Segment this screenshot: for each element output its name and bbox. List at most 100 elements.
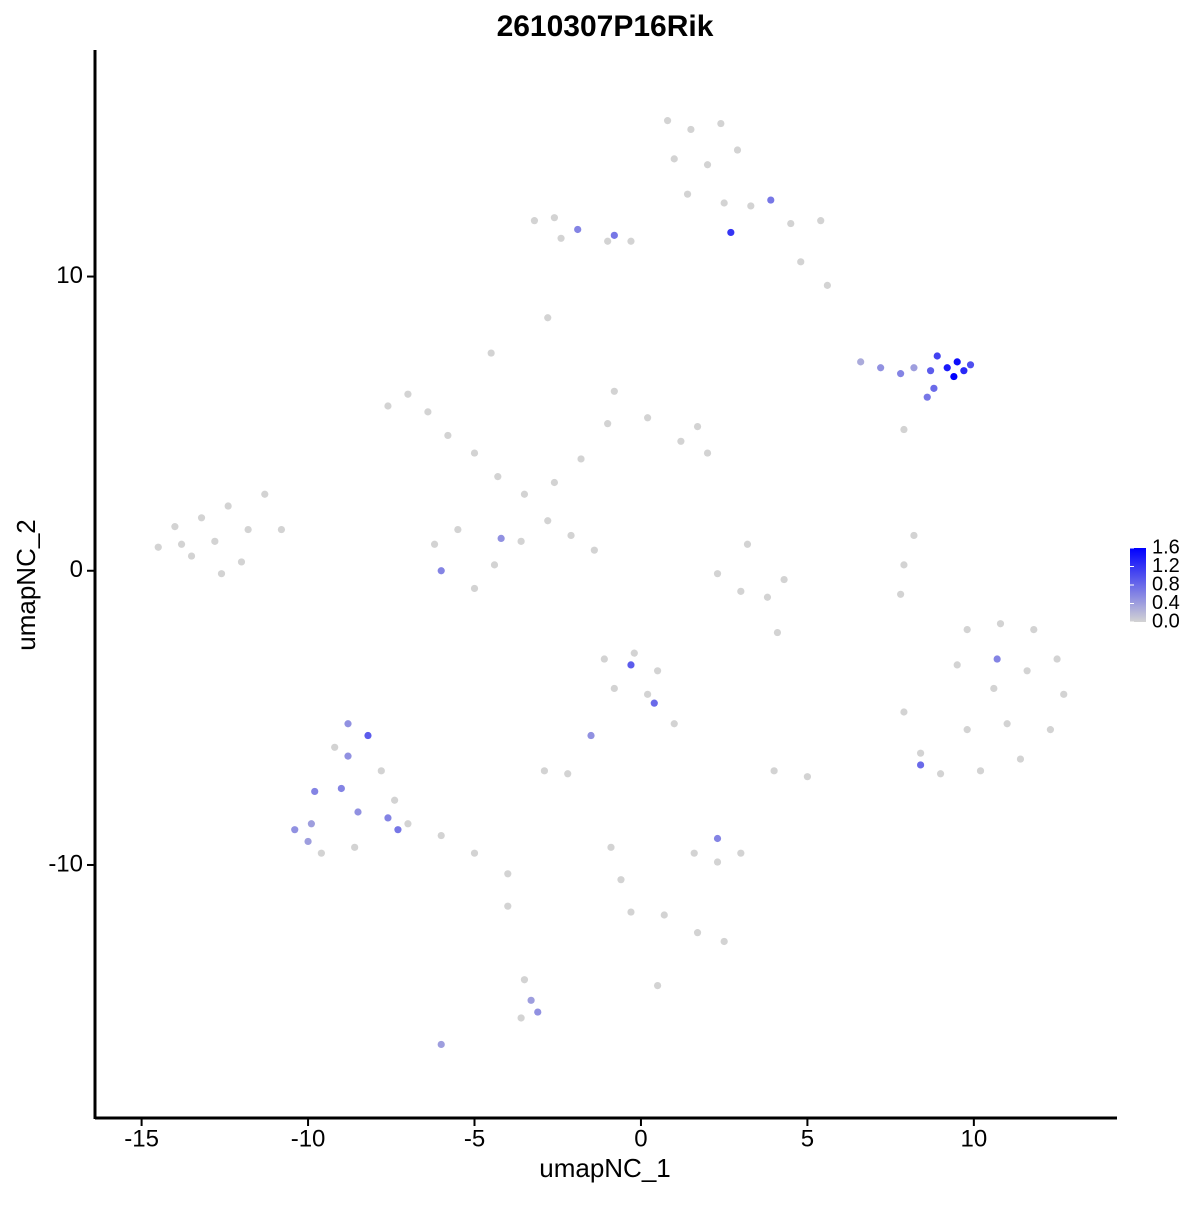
colorbar-tick-label: 0.0 xyxy=(1152,610,1180,632)
point xyxy=(703,449,712,457)
point xyxy=(693,422,702,431)
point xyxy=(670,155,678,163)
point xyxy=(900,561,908,569)
point xyxy=(1030,626,1038,634)
point xyxy=(963,726,971,734)
point xyxy=(644,414,652,422)
point xyxy=(244,525,252,534)
point xyxy=(727,228,735,237)
point xyxy=(743,540,752,548)
point xyxy=(607,843,615,851)
point xyxy=(331,743,339,751)
point xyxy=(197,514,206,522)
colorbar-tick-label: 0.8 xyxy=(1152,573,1180,595)
point xyxy=(857,358,865,366)
point xyxy=(344,720,352,728)
point xyxy=(177,540,186,548)
point xyxy=(224,502,232,510)
point xyxy=(773,628,782,637)
point xyxy=(470,449,479,457)
point xyxy=(261,490,269,498)
point xyxy=(900,708,908,716)
point xyxy=(910,364,918,372)
point xyxy=(963,626,971,634)
point xyxy=(953,358,961,366)
point xyxy=(430,540,439,548)
point xyxy=(803,773,812,781)
point xyxy=(211,537,219,545)
point xyxy=(337,784,345,793)
point xyxy=(540,767,549,775)
point xyxy=(154,543,162,551)
point xyxy=(660,911,668,919)
point xyxy=(391,796,399,804)
chart-title: 2610307P16Rik xyxy=(497,10,714,43)
point xyxy=(494,473,502,481)
point xyxy=(304,837,312,846)
points xyxy=(154,117,1068,1049)
point xyxy=(487,349,495,357)
point xyxy=(354,808,362,816)
point xyxy=(687,125,695,134)
point xyxy=(720,937,728,946)
point xyxy=(713,858,722,866)
point xyxy=(653,982,662,990)
point xyxy=(627,661,635,669)
y-tick-label: 0 xyxy=(70,556,83,583)
point xyxy=(404,820,412,828)
x-axis-label: umapNC_1 xyxy=(539,1153,671,1183)
point xyxy=(237,558,246,566)
point xyxy=(1003,720,1011,728)
colorbar-tick-label: 1.6 xyxy=(1152,536,1180,558)
point xyxy=(644,690,652,698)
point xyxy=(996,620,1005,628)
point xyxy=(590,546,598,554)
point xyxy=(713,834,722,843)
point xyxy=(897,370,905,378)
point xyxy=(720,199,728,207)
point xyxy=(550,478,559,487)
point xyxy=(517,537,525,545)
point xyxy=(1060,690,1068,698)
point xyxy=(690,849,698,857)
point xyxy=(617,876,625,884)
point xyxy=(384,814,392,822)
point xyxy=(520,490,529,498)
point xyxy=(610,684,618,693)
point xyxy=(737,587,745,595)
point xyxy=(926,367,935,375)
point xyxy=(544,314,552,322)
point xyxy=(627,908,635,916)
point xyxy=(717,119,725,128)
point xyxy=(677,437,685,445)
point xyxy=(311,787,319,796)
point xyxy=(610,387,618,395)
x-tick-label: 10 xyxy=(961,1125,988,1152)
point xyxy=(217,570,226,578)
point xyxy=(527,996,535,1004)
point xyxy=(490,561,499,569)
point xyxy=(437,831,445,840)
point xyxy=(444,431,452,440)
point xyxy=(900,425,908,434)
x-tick-label: 0 xyxy=(634,1125,647,1152)
point xyxy=(916,749,925,757)
point xyxy=(567,531,575,540)
point xyxy=(627,237,635,245)
point xyxy=(897,590,905,598)
point xyxy=(504,902,512,910)
point xyxy=(953,661,961,669)
point xyxy=(763,593,772,601)
point xyxy=(1016,755,1025,763)
point xyxy=(424,408,432,416)
point xyxy=(317,849,325,857)
point xyxy=(364,731,372,740)
colorbar-tick-label: 1.2 xyxy=(1152,555,1180,577)
point xyxy=(564,770,572,778)
point xyxy=(910,531,918,540)
point xyxy=(587,731,595,740)
point xyxy=(1053,655,1061,663)
point xyxy=(916,761,925,769)
